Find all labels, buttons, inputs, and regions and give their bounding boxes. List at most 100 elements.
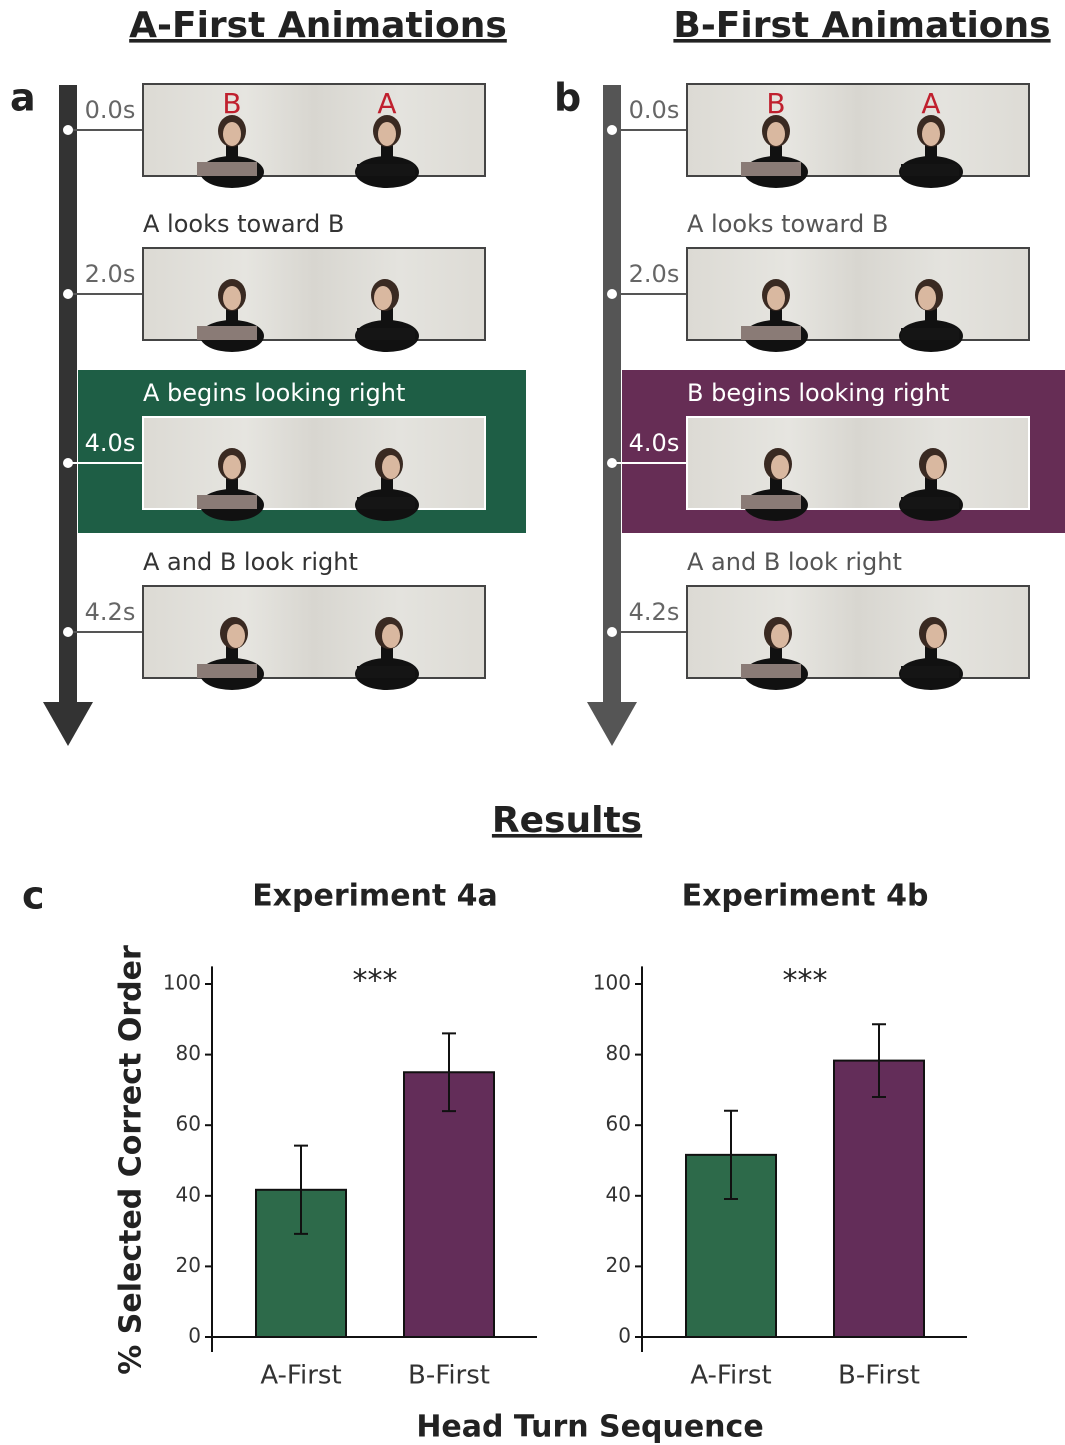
y-tick-label: 60 [606,1112,631,1136]
x-tick-label: B-First [408,1361,490,1391]
significance: *** [783,964,828,999]
laptop [197,495,257,509]
y-tick-label: 40 [176,1182,201,1206]
laptop [197,326,257,340]
video-frame [143,586,485,678]
timeline-arrow-head [587,702,637,746]
y-tick-label: 80 [176,1041,201,1065]
time-label: 4.0s [629,429,680,457]
panel-label: a [10,76,36,120]
desk-item [357,164,415,176]
person-face [223,455,241,479]
person-face [926,624,944,648]
time-dot [63,125,73,135]
panel-title: B-First Animations [673,5,1050,46]
time-label: 4.0s [85,429,136,457]
person-letter: B [222,87,241,120]
time-label: 0.0s [85,96,136,124]
frame-caption: A and B look right [143,548,358,576]
person-face [767,122,785,146]
timeline-arrow-shaft [59,85,77,705]
timeline-arrow-head [43,702,93,746]
bar [834,1061,924,1337]
time-label: 4.2s [85,598,136,626]
desk-item [901,497,959,509]
person-face [223,122,241,146]
person-face [918,286,936,310]
frame-caption: A begins looking right [143,379,405,407]
y-axis-label: % Selected Correct Order [114,945,149,1375]
video-frame [687,84,1029,176]
desk-item [357,497,415,509]
person-face [771,455,789,479]
person-letter: A [921,87,940,120]
frame-caption: A and B look right [687,548,902,576]
person-face [227,624,245,648]
significance: *** [353,964,398,999]
timeline-arrow-shaft [603,85,621,705]
y-tick-label: 60 [176,1112,201,1136]
person-face [771,624,789,648]
y-tick-label: 80 [606,1041,631,1065]
y-tick-label: 0 [188,1324,201,1348]
x-axis-label: Head Turn Sequence [416,1410,763,1445]
frame-caption: A looks toward B [687,210,888,238]
person-face [382,455,400,479]
chart-title: Experiment 4a [252,879,498,914]
frame-caption: B begins looking right [687,379,949,407]
person-letter: A [377,87,396,120]
time-dot [607,289,617,299]
time-dot [63,458,73,468]
x-tick-label: B-First [838,1361,920,1391]
time-dot [607,458,617,468]
person-letter: B [766,87,785,120]
person-face [926,455,944,479]
video-frame [143,84,485,176]
person-face [767,286,785,310]
desk-item [901,666,959,678]
y-tick-label: 100 [163,971,201,995]
time-label: 2.0s [85,260,136,288]
person-face [374,286,392,310]
results-title: Results [492,800,642,841]
time-dot [63,627,73,637]
y-tick-label: 20 [176,1253,201,1277]
panel-label: c [22,874,45,918]
laptop [197,664,257,678]
person-face [922,122,940,146]
x-tick-label: A-First [260,1361,341,1391]
panel-title: A-First Animations [129,5,507,46]
person-face [382,624,400,648]
y-tick-label: 40 [606,1182,631,1206]
video-frame [687,248,1029,340]
laptop [741,664,801,678]
time-label: 4.2s [629,598,680,626]
time-dot [607,125,617,135]
video-frame [143,248,485,340]
time-dot [63,289,73,299]
laptop [741,326,801,340]
desk-item [357,328,415,340]
x-tick-label: A-First [690,1361,771,1391]
desk-item [357,666,415,678]
y-tick-label: 20 [606,1253,631,1277]
chart-title: Experiment 4b [682,879,929,914]
laptop [197,162,257,176]
video-frame [687,417,1029,509]
desk-item [901,328,959,340]
y-tick-label: 0 [618,1324,631,1348]
laptop [741,162,801,176]
video-frame [687,586,1029,678]
laptop [741,495,801,509]
person-face [223,286,241,310]
time-dot [607,627,617,637]
time-label: 0.0s [629,96,680,124]
figure: Results c % Selected Correct Order Head … [0,0,1065,1445]
video-frame [143,417,485,509]
time-label: 2.0s [629,260,680,288]
frame-caption: A looks toward B [143,210,344,238]
panel-label: b [554,76,581,120]
desk-item [901,164,959,176]
y-tick-label: 100 [593,971,631,995]
person-face [378,122,396,146]
